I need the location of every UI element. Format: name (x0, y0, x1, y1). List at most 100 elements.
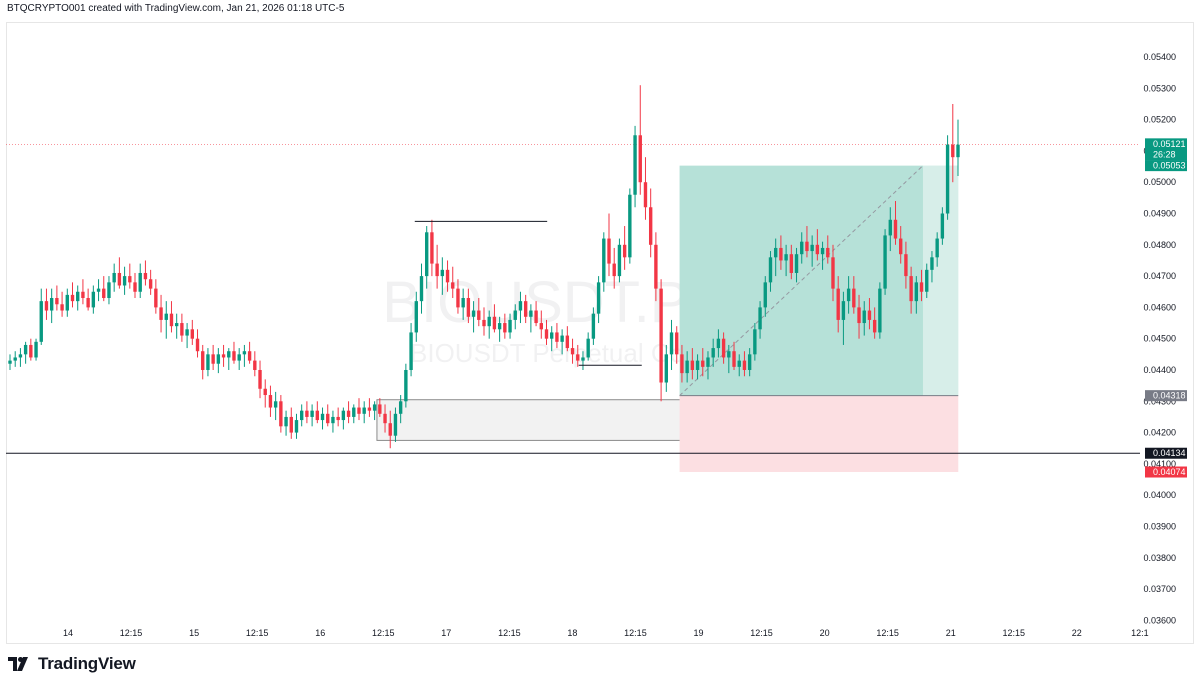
candle-body (794, 254, 799, 273)
y-tick-label: 0.04100 (1143, 459, 1176, 469)
candle (867, 298, 872, 330)
price-tag-label: 0.04074 (1153, 467, 1186, 477)
candle-body (174, 323, 179, 327)
candle-body (899, 238, 903, 255)
candle (268, 385, 273, 417)
candle-body (711, 348, 715, 358)
price-tag-bg (1145, 390, 1187, 402)
candle-body (779, 247, 783, 261)
candle (122, 266, 127, 295)
candle-body (242, 351, 247, 355)
candle (107, 276, 111, 305)
candle (539, 310, 543, 339)
chart-frame[interactable] (6, 22, 1194, 644)
candle (643, 157, 648, 220)
candle-body (477, 310, 481, 320)
candle (247, 341, 252, 364)
candle (523, 294, 528, 324)
candle (440, 257, 445, 295)
candle (862, 301, 866, 336)
candle (299, 404, 304, 427)
candle (409, 323, 413, 377)
candle-body (643, 182, 648, 208)
candle-body (237, 354, 241, 361)
y-tick-label: 0.04400 (1143, 365, 1176, 375)
candle-body (518, 301, 523, 311)
candle-body (565, 335, 570, 349)
y-tick-label: 0.04500 (1143, 334, 1176, 344)
price-tag: 0.05053 (1145, 160, 1187, 172)
candle-body (753, 329, 757, 355)
candle (148, 269, 153, 295)
tradingview-logo-icon (8, 657, 28, 671)
candle (841, 291, 846, 345)
candle (461, 288, 465, 320)
candle-body (310, 410, 314, 417)
candle (419, 263, 424, 314)
zone-box (376, 399, 693, 441)
candle-body (284, 416, 288, 427)
candle (60, 291, 64, 317)
candle-body (831, 257, 835, 289)
candle-body (60, 304, 64, 311)
candle (70, 282, 75, 308)
candle-body (471, 310, 476, 317)
candle (664, 344, 669, 392)
x-tick-label: 21 (946, 628, 956, 638)
x-tick-label: 12:15 (372, 628, 395, 638)
time-axis: 14 12:15 15 12:15 16 12:15 17 12:15 18 12:15 19 12:… (63, 628, 1149, 638)
candle (951, 103, 955, 183)
candle-body (211, 354, 215, 364)
candle-body (357, 407, 361, 414)
candle (550, 326, 554, 352)
candle-body (18, 354, 23, 358)
candle (753, 323, 757, 361)
candle-body (232, 351, 236, 361)
x-tick-label: 12:15 (498, 628, 521, 638)
candle-body (570, 348, 575, 355)
watermark-description: BIOUSDT Perpetual Co (410, 338, 684, 368)
candle-body (201, 351, 205, 370)
candle-body (8, 360, 12, 364)
candle (669, 319, 674, 370)
candle-body (326, 413, 330, 424)
candle (607, 213, 611, 277)
candle (773, 238, 778, 277)
candle-body (846, 288, 851, 302)
candle-body (773, 247, 778, 258)
candle-body (669, 332, 674, 355)
candle (909, 266, 913, 314)
candle (456, 279, 460, 314)
candle (102, 276, 106, 302)
candle-body (39, 301, 43, 342)
candle-body (810, 244, 814, 252)
candle-body (763, 282, 767, 308)
candle (857, 294, 861, 339)
candle-body (253, 360, 257, 370)
candle (398, 395, 403, 424)
candle (466, 288, 471, 324)
candle (805, 226, 809, 258)
candle (810, 235, 814, 267)
candle-body (409, 332, 413, 370)
price-tag: 0.04134 (1145, 447, 1187, 459)
candle (279, 395, 283, 433)
candle-body (190, 329, 195, 339)
candle-body (529, 310, 533, 317)
y-tick-label: 0.04000 (1143, 490, 1176, 500)
candle-body (76, 291, 80, 302)
candle-body (607, 238, 611, 264)
candle (596, 276, 601, 324)
candle-body (331, 416, 335, 424)
price-tag: 0.04074 (1145, 466, 1187, 478)
brand[interactable]: TradingView (8, 654, 136, 674)
candle (654, 232, 658, 302)
candle-body (305, 410, 309, 417)
candle (138, 263, 142, 299)
candle-body (336, 416, 340, 421)
candle (716, 329, 721, 358)
candle (695, 354, 700, 380)
candle (555, 323, 559, 349)
